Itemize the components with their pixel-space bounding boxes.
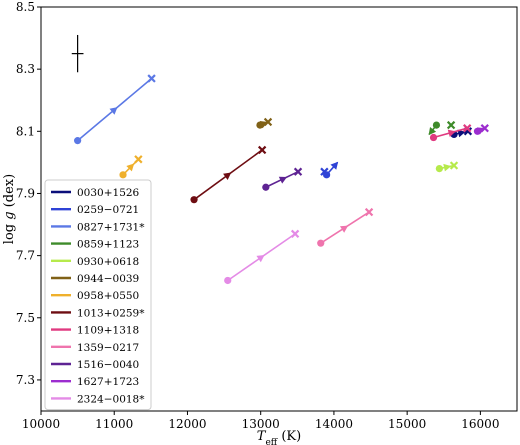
circle-marker: [429, 133, 438, 142]
series-5: [256, 117, 273, 129]
series-6: [119, 155, 143, 179]
legend-label: 0930+0618: [77, 256, 139, 268]
cross-marker: [257, 145, 267, 155]
series-9: [317, 207, 374, 247]
y-tick-label: 7.3: [16, 373, 35, 387]
circle-marker: [74, 137, 82, 145]
cross-marker: [463, 127, 473, 136]
circle-marker: [432, 121, 441, 129]
arrow-head: [256, 254, 265, 263]
y-axis-label: log g (dex): [2, 174, 17, 244]
legend-label: 1359−0217: [77, 342, 139, 354]
x-tick-label: 10000: [22, 417, 60, 431]
legend-label: 2324−0018*: [77, 393, 145, 405]
x-tick-label: 12000: [168, 417, 206, 431]
y-tick-label: 8.5: [16, 0, 35, 14]
arrow-head: [223, 172, 232, 180]
series-1: [320, 161, 339, 179]
x-tick-label: 14000: [315, 417, 353, 431]
circle-marker: [323, 171, 331, 179]
y-tick-label: 7.9: [16, 186, 35, 200]
arrow-head: [339, 225, 349, 233]
circle-marker: [119, 171, 127, 179]
cross-marker: [290, 229, 300, 239]
legend-label: 1013+0259*: [77, 307, 145, 319]
plot-frame: [40, 6, 518, 412]
series-10: [262, 167, 303, 191]
legend-label: 0030+1526: [77, 187, 140, 199]
circle-marker: [190, 196, 198, 204]
y-tick-label: 8.1: [16, 124, 35, 138]
x-tick-label: 15000: [388, 417, 426, 431]
series-2: [74, 74, 156, 145]
legend-label: 0944−0039: [77, 273, 139, 285]
series-7: [190, 145, 267, 204]
cross-marker: [320, 167, 329, 176]
arrow-head: [109, 107, 118, 115]
arrow-head: [126, 163, 135, 172]
legend-label: 0827+1731*: [77, 221, 145, 233]
y-tick-label: 8.3: [16, 62, 35, 76]
circle-marker: [224, 276, 232, 285]
circle-marker: [473, 127, 482, 135]
circle-marker: [256, 121, 264, 129]
arrow-head: [447, 129, 456, 138]
legend-label: 1109+1318: [77, 325, 139, 337]
series-8: [429, 124, 472, 142]
circle-marker: [262, 183, 270, 191]
cross-marker: [480, 124, 489, 133]
series-12: [224, 229, 300, 285]
circle-marker: [435, 165, 443, 173]
arrow-head: [457, 129, 466, 138]
series-11: [473, 124, 489, 135]
arrow-head: [443, 163, 452, 172]
arrow-head: [278, 176, 288, 184]
cross-marker: [147, 74, 156, 83]
legend-label: 0859+1123: [77, 239, 139, 251]
plot-area: [71, 34, 489, 285]
arrow-head: [428, 126, 437, 136]
x-tick-label: 11000: [95, 417, 133, 431]
legend: 0030+1526 0259−0721 0827+1731* 0859+1123 093…: [44, 179, 152, 411]
x-tick-label: 13000: [242, 417, 280, 431]
cross-marker: [463, 124, 472, 133]
cross-marker: [293, 167, 303, 176]
y-tick-label: 7.5: [16, 311, 35, 325]
x-axis-label: Teff (K): [257, 429, 301, 445]
cross-marker: [446, 120, 456, 130]
series-4: [435, 161, 459, 173]
legend-label: 0958+0550: [77, 290, 139, 302]
series-3: [428, 120, 456, 136]
legend-box: [44, 179, 152, 411]
arrow-head: [330, 161, 339, 170]
x-tick-label: 16000: [461, 417, 499, 431]
legend-label: 1516−0040: [77, 359, 139, 371]
cross-marker: [364, 207, 374, 217]
cross-marker: [134, 155, 143, 164]
cross-marker: [449, 161, 459, 170]
y-tick-label: 7.7: [16, 249, 35, 263]
legend-label: 1627+1723: [77, 376, 139, 388]
cross-marker: [263, 117, 273, 127]
legend-label: 0259−0721: [77, 204, 139, 216]
circle-marker: [317, 239, 325, 247]
